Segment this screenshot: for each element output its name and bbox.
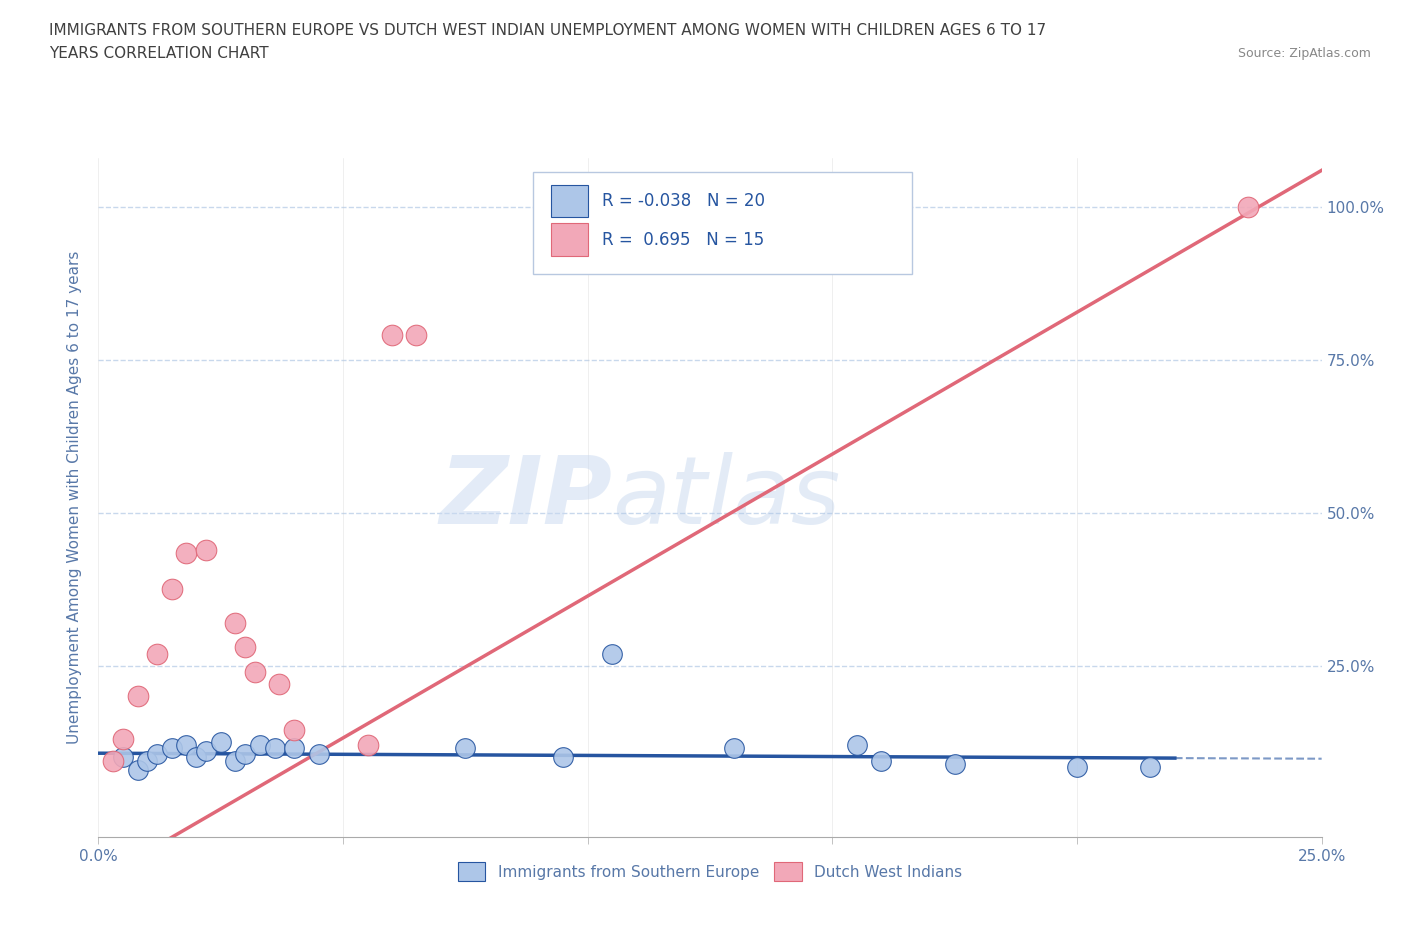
Point bbox=[136, 753, 159, 768]
Point bbox=[283, 723, 305, 737]
Legend: Immigrants from Southern Europe, Dutch West Indians: Immigrants from Southern Europe, Dutch W… bbox=[451, 857, 969, 887]
Point bbox=[101, 753, 124, 768]
Point bbox=[224, 753, 246, 768]
Point bbox=[209, 735, 232, 750]
Point bbox=[405, 328, 427, 343]
Point bbox=[870, 753, 893, 768]
Text: R =  0.695   N = 15: R = 0.695 N = 15 bbox=[602, 231, 765, 248]
Point bbox=[233, 640, 256, 655]
Point bbox=[283, 741, 305, 756]
Point bbox=[1139, 759, 1161, 774]
Point bbox=[186, 751, 208, 765]
Point bbox=[845, 737, 868, 752]
Y-axis label: Unemployment Among Women with Children Ages 6 to 17 years: Unemployment Among Women with Children A… bbox=[67, 251, 83, 744]
FancyBboxPatch shape bbox=[551, 223, 588, 256]
Text: Source: ZipAtlas.com: Source: ZipAtlas.com bbox=[1237, 46, 1371, 60]
Point bbox=[224, 616, 246, 631]
Point bbox=[195, 744, 218, 759]
Point bbox=[263, 741, 285, 756]
Point bbox=[381, 328, 404, 343]
Point bbox=[243, 664, 266, 679]
Text: YEARS CORRELATION CHART: YEARS CORRELATION CHART bbox=[49, 46, 269, 61]
Point bbox=[249, 737, 271, 752]
Point bbox=[127, 763, 149, 777]
Point bbox=[269, 677, 291, 692]
Point bbox=[1237, 200, 1260, 215]
Point bbox=[160, 582, 183, 597]
Point bbox=[723, 741, 745, 756]
Text: ZIP: ZIP bbox=[439, 452, 612, 543]
Point bbox=[600, 646, 623, 661]
Point bbox=[356, 737, 378, 752]
Point bbox=[176, 737, 198, 752]
Point bbox=[943, 756, 966, 771]
FancyBboxPatch shape bbox=[533, 172, 912, 273]
Point bbox=[111, 751, 134, 765]
Point bbox=[146, 747, 169, 762]
Point bbox=[454, 741, 477, 756]
Text: IMMIGRANTS FROM SOUTHERN EUROPE VS DUTCH WEST INDIAN UNEMPLOYMENT AMONG WOMEN WI: IMMIGRANTS FROM SOUTHERN EUROPE VS DUTCH… bbox=[49, 23, 1046, 38]
FancyBboxPatch shape bbox=[551, 184, 588, 218]
Text: atlas: atlas bbox=[612, 452, 841, 543]
Point bbox=[146, 646, 169, 661]
Point bbox=[1066, 759, 1088, 774]
Point bbox=[160, 741, 183, 756]
Text: R = -0.038   N = 20: R = -0.038 N = 20 bbox=[602, 192, 765, 210]
Point bbox=[553, 751, 575, 765]
Point bbox=[127, 689, 149, 704]
Point bbox=[111, 732, 134, 747]
Point bbox=[195, 542, 218, 557]
Point bbox=[308, 747, 330, 762]
Point bbox=[176, 545, 198, 560]
Point bbox=[233, 747, 256, 762]
